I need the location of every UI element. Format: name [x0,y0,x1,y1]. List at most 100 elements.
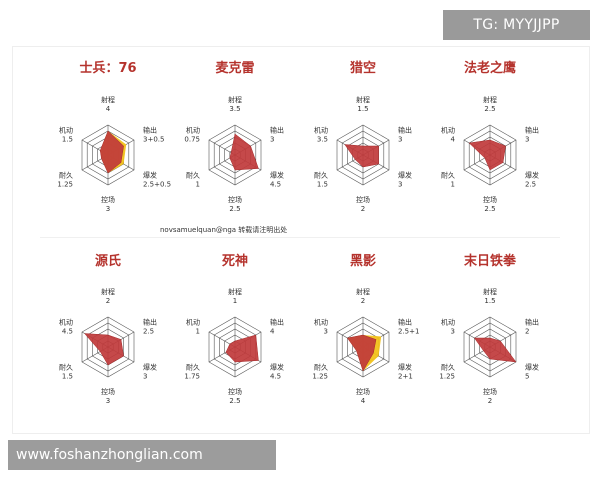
stat-area [473,337,517,363]
axis-label-range: 射程 [483,287,497,296]
axis-label-range: 射程 [101,95,115,104]
row-divider [40,237,560,238]
url-watermark[interactable]: www.foshanzhonglian.com [8,440,276,470]
axis-label-damage: 输出 [398,318,412,327]
axis-label-range: 射程 [356,95,370,104]
axis-value-durability: 1 [451,181,455,189]
axis-value-range: 2.5 [484,105,495,113]
axis-value-range: 2 [106,297,110,305]
author-credit: novsamuelquan@nga 转载请注明出处 [160,226,288,234]
axis-label-burst: 爆发 [398,363,412,372]
axis-label-durability: 耐久 [186,363,200,372]
stat-area [344,144,379,168]
axis-value-mobility: 1.5 [62,136,73,144]
axis-label-damage: 输出 [270,318,284,327]
chart-title: 法老之鹰 [464,60,516,76]
axis-label-control: 控场 [101,195,115,204]
chart-title: 猎空 [350,60,376,76]
axis-label-control: 控场 [101,387,115,396]
axis-value-damage: 3 [398,136,402,144]
axis-value-mobility: 0.75 [184,136,200,144]
axis-label-mobility: 机动 [314,126,328,135]
axis-label-damage: 输出 [143,126,157,135]
axis-label-mobility: 机动 [441,318,455,327]
axis-label-range: 射程 [483,95,497,104]
axis-label-control: 控场 [356,387,370,396]
axis-label-burst: 爆发 [270,171,284,180]
axis-label-durability: 耐久 [59,171,73,180]
axis-value-control: 2.5 [229,205,240,213]
axis-label-mobility: 机动 [59,318,73,327]
axis-value-burst: 4.5 [270,181,281,189]
axis-value-control: 3 [106,397,110,405]
axis-label-burst: 爆发 [525,363,539,372]
axis-label-durability: 耐久 [314,171,328,180]
axis-label-durability: 耐久 [441,363,455,372]
axis-value-range: 1.5 [484,297,495,305]
axis-label-burst: 爆发 [525,171,539,180]
axis-value-range: 1 [233,297,237,305]
axis-label-range: 射程 [228,95,242,104]
axis-value-damage: 2.5 [143,328,154,336]
axis-value-burst: 3 [398,181,402,189]
axis-label-durability: 耐久 [314,363,328,372]
axis-label-control: 控场 [483,387,497,396]
chart-title: 麦克雷 [215,60,254,76]
axis-label-control: 控场 [483,195,497,204]
axis-label-mobility: 机动 [186,318,200,327]
axis-value-burst: 3 [143,373,147,381]
axis-label-burst: 爆发 [143,363,157,372]
axis-label-mobility: 机动 [59,126,73,135]
chart-title: 死神 [222,253,248,269]
axis-label-control: 控场 [228,195,242,204]
stat-area [229,133,259,171]
axis-value-durability: 1 [196,181,200,189]
chart-title: 士兵：76 [79,60,136,76]
axis-value-durability: 1.5 [62,373,73,381]
axis-value-mobility: 3 [451,328,455,336]
axis-value-range: 2 [361,297,365,305]
axis-value-damage: 2 [525,328,529,336]
axis-value-control: 2 [488,397,492,405]
axis-value-range: 4 [106,105,111,113]
axis-label-burst: 爆发 [398,171,412,180]
axis-value-damage: 2.5+1 [398,328,419,336]
axis-label-range: 射程 [228,287,242,296]
chart-title: 源氏 [95,253,121,269]
axis-value-control: 2.5 [484,205,495,213]
axis-value-durability: 1.25 [439,373,455,381]
axis-value-burst: 4.5 [270,373,281,381]
axis-value-mobility: 1 [196,328,200,336]
axis-label-range: 射程 [101,287,115,296]
axis-value-mobility: 3.5 [317,136,328,144]
axis-value-durability: 1.75 [184,373,200,381]
axis-label-range: 射程 [356,287,370,296]
axis-value-damage: 3 [525,136,529,144]
axis-label-damage: 输出 [398,126,412,135]
stat-area [468,139,506,171]
stat-area [225,334,259,363]
axis-label-mobility: 机动 [186,126,200,135]
axis-value-burst: 2.5+0.5 [143,181,171,189]
axis-label-damage: 输出 [143,318,157,327]
axis-value-burst: 5 [525,373,529,381]
axis-label-mobility: 机动 [441,126,455,135]
axis-value-damage: 4 [270,328,275,336]
chart-title: 黑影 [350,253,376,269]
axis-value-control: 3 [106,205,110,213]
telegram-watermark: TG: MYYJJPP [443,10,590,40]
axis-value-durability: 1.25 [57,181,73,189]
axis-value-mobility: 3 [324,328,328,336]
axis-label-durability: 耐久 [441,171,455,180]
axis-label-control: 控场 [228,387,242,396]
axis-label-burst: 爆发 [143,171,157,180]
stat-area [84,333,124,366]
axis-label-damage: 输出 [525,318,539,327]
axis-value-damage: 3+0.5 [143,136,164,144]
